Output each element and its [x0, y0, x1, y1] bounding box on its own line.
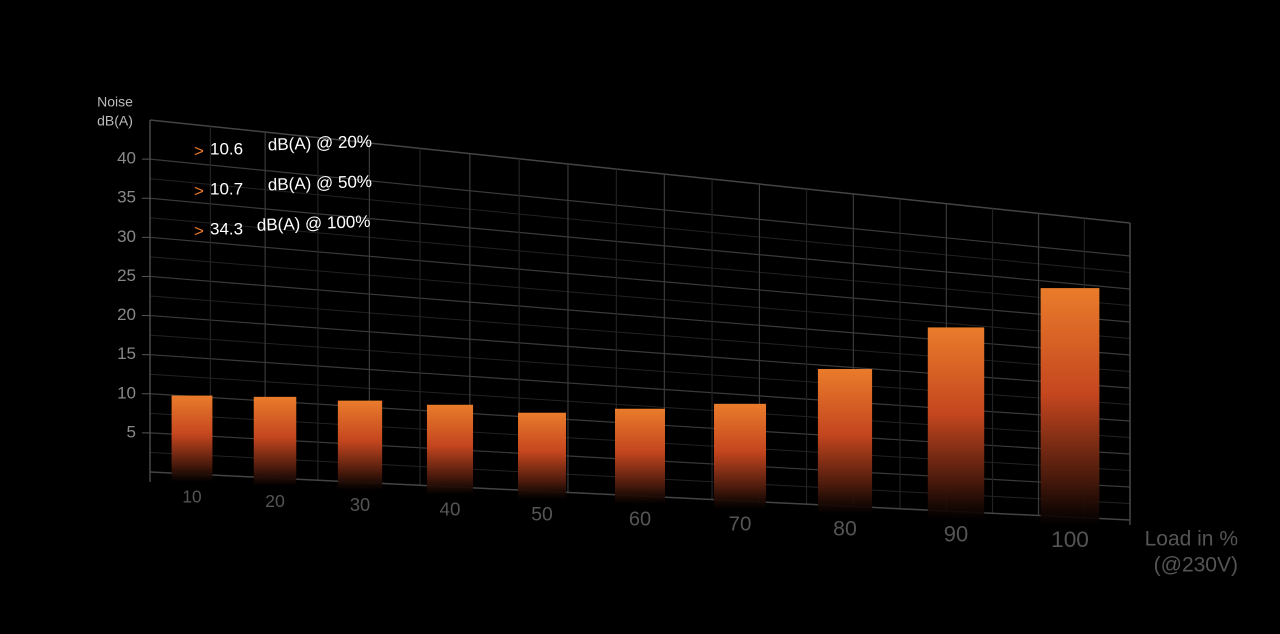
annotation-marker: > — [194, 181, 204, 200]
x-tick-label: 60 — [629, 508, 651, 530]
bar — [337, 400, 383, 491]
x-tick-label: 90 — [944, 521, 968, 546]
grid-line — [149, 158, 1131, 257]
annotation-marker: > — [194, 141, 204, 160]
x-tick-label: 40 — [440, 499, 461, 520]
x-tick-label: 100 — [1051, 527, 1089, 552]
y-tick-label: 30 — [117, 227, 136, 246]
bar — [518, 412, 566, 500]
bar — [817, 369, 873, 515]
bar — [1040, 288, 1100, 526]
y-axis-label: Noise — [97, 94, 133, 110]
bar — [927, 327, 985, 520]
y-tick-label: 20 — [117, 305, 136, 324]
y-tick-label: 5 — [127, 422, 136, 441]
x-tick-label: 50 — [531, 503, 553, 525]
grid-line — [149, 236, 1131, 323]
x-tick-label: 80 — [833, 517, 857, 541]
bar — [171, 395, 213, 483]
grid-line — [149, 197, 1131, 290]
x-tick-label: 70 — [729, 512, 752, 535]
bar — [615, 408, 665, 504]
x-tick-label: 30 — [350, 494, 370, 515]
annotation-text: dB(A) @ 50% — [267, 172, 372, 195]
bar — [426, 404, 474, 495]
minor-grid-line — [149, 217, 1131, 306]
annotation-marker: > — [194, 221, 204, 240]
x-axis-label: Load in % — [1145, 528, 1238, 551]
annotation-value: 10.6 — [210, 139, 243, 158]
y-tick-label: 35 — [117, 188, 136, 207]
bar — [713, 403, 767, 509]
y-tick-label: 40 — [117, 149, 136, 168]
minor-grid-line — [149, 256, 1131, 339]
y-tick-label: 25 — [117, 266, 136, 285]
grid-line — [149, 119, 1131, 224]
y-axis-label: dB(A) — [97, 113, 133, 129]
annotation-text: dB(A) @ 20% — [267, 132, 372, 155]
annotation-value: 10.7 — [210, 179, 243, 198]
x-tick-label: 20 — [265, 491, 285, 511]
x-tick-label: 10 — [182, 487, 201, 507]
y-tick-label: 15 — [117, 344, 136, 363]
y-tick-label: 10 — [117, 383, 136, 402]
annotation-text: dB(A) @ 100% — [257, 212, 371, 235]
annotation-value: 34.3 — [210, 219, 243, 238]
minor-grid-line — [149, 178, 1131, 273]
x-axis-label: (@230V) — [1154, 554, 1238, 577]
bar — [253, 396, 297, 487]
